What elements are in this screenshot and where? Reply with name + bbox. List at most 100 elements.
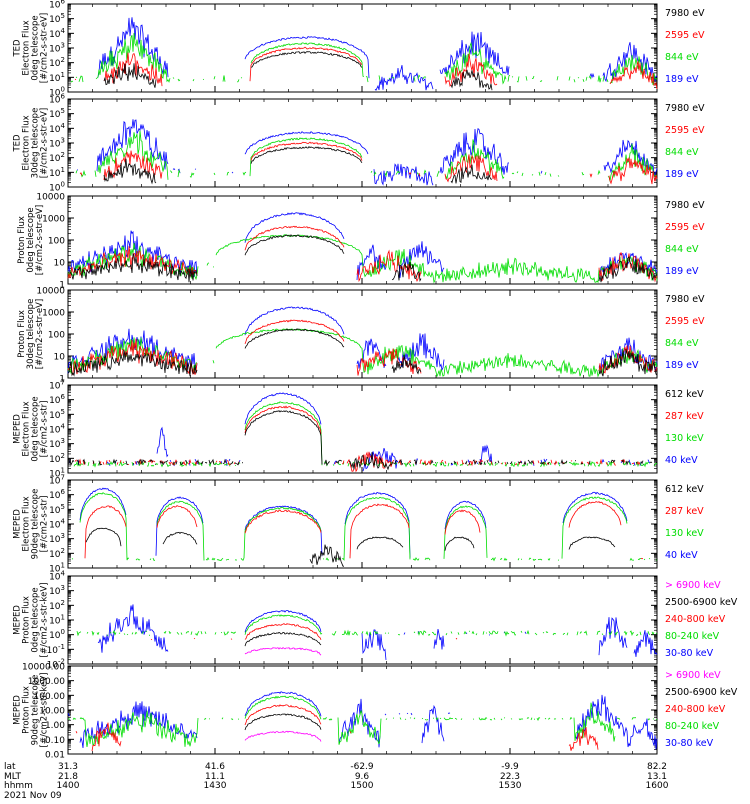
legend-entry: 612 keV [665, 389, 704, 400]
footer-mlt-value: 13.1 [647, 772, 667, 782]
y-tick-label: 100 [49, 181, 65, 194]
y-tick-exponent: -2 [58, 658, 65, 666]
trace-blue [67, 691, 658, 750]
footer-lat-value: -9.9 [501, 762, 519, 772]
y-tick-label: 104 [49, 423, 65, 436]
legend-entry: 80-240 keV [665, 631, 720, 642]
y-tick-exponent: 2 [61, 599, 65, 607]
panel-frame [67, 665, 658, 755]
y-tick-exponent: 0 [61, 181, 65, 189]
y-tick-base: 10 [49, 396, 61, 406]
y-tick-label: 106 [49, 488, 65, 501]
y-tick-label: 101 [49, 562, 65, 575]
y-tick-base: 10 [49, 573, 61, 583]
y-tick-base: 10 [47, 646, 59, 656]
legend-entry: 130 keV [665, 528, 704, 539]
y-label-line: [#/cm2-s-str-eV] [35, 205, 45, 275]
y-tick-base: 10 [49, 506, 61, 516]
trace-blue [67, 212, 658, 281]
trace-magenta [244, 730, 322, 742]
y-tick-base: 10 [49, 411, 61, 421]
y-label-line: Electron Flux [22, 20, 32, 75]
y-tick-base: 10 [49, 491, 61, 501]
y-tick-label: 0.10 [45, 736, 65, 746]
y-tick-exponent: 5 [61, 503, 65, 511]
legend-entry: 287 keV [665, 411, 704, 422]
trace-black [67, 328, 658, 377]
y-tick-base: 10 [49, 550, 61, 560]
footer-mlt-value: 22.3 [500, 772, 520, 782]
y-tick-base: 10 [49, 382, 61, 392]
y-tick-base: 10 [49, 521, 61, 531]
legend-entry: 30-80 keV [665, 648, 714, 659]
trace-green [70, 32, 658, 86]
y-tick-label: 103 [49, 437, 65, 450]
y-tick-label: 10000 [36, 287, 65, 297]
y-tick-label: 100 [49, 628, 65, 641]
y-tick-exponent: 3 [61, 137, 65, 145]
y-tick-exponent: 7 [61, 474, 65, 482]
trace-black [244, 713, 322, 731]
legend-entry: 30-80 keV [665, 738, 714, 749]
y-tick-label: 106 [49, 93, 65, 106]
y-axis-label: Proton Flux 30deg telescope [#/cm2-s-str-e… [17, 299, 45, 370]
y-tick-exponent: 2 [61, 452, 65, 460]
y-tick-exponent: 0 [61, 628, 65, 636]
y-label-line: [#/cm2-s-str-eV] [40, 13, 50, 83]
y-axis-label: MEPED Electron Flux 0deg telescope [#/cm2-s… [13, 396, 50, 461]
y-tick-label: 104 [49, 122, 65, 135]
legend-entry: 844 eV [665, 147, 699, 158]
legend-entry: 130 keV [665, 433, 704, 444]
legend-entry: 7980 eV [665, 103, 705, 114]
y-tick-base: 10 [49, 45, 61, 55]
y-tick-label: 103 [49, 584, 65, 597]
y-tick-label: 10000.00 [22, 663, 65, 673]
y-label-line: MEPED [13, 509, 23, 539]
legend-entry: 612 keV [665, 484, 704, 495]
y-tick-label: 107 [49, 379, 65, 392]
legend-entry: 2595 eV [665, 125, 705, 136]
trace-black [103, 51, 493, 91]
trace-black [67, 234, 658, 283]
y-tick-exponent: 1 [61, 467, 65, 475]
y-label-line: Proton Flux [22, 596, 32, 644]
panel-4: 1 10 100 1000 10000 Proton Flux 30deg telescop… [17, 287, 705, 385]
legend-entry: 844 eV [665, 52, 699, 63]
legend-entry: 2595 eV [665, 222, 705, 233]
y-tick-label: 102 [49, 452, 65, 465]
trace-black [244, 631, 322, 647]
y-tick-label: 0.01 [45, 751, 65, 761]
y-tick-label: 10000 [36, 193, 65, 203]
y-tick-exponent: 6 [61, 488, 66, 496]
y-label-line: MEPED [13, 695, 23, 725]
y-tick-base: 10 [49, 617, 61, 627]
legend-entry: 2595 eV [665, 316, 705, 327]
y-tick-label: 105 [49, 503, 65, 516]
trace-black [67, 410, 658, 471]
y-tick-base: 10 [49, 59, 61, 69]
y-label-line: [#/cm2-s-str] [40, 401, 50, 458]
y-axis-label: TED Electron Flux 0deg telescope [#/cm2-s-s… [13, 13, 50, 83]
y-tick-label: 1000 [42, 215, 65, 225]
panel-3: 1 10 100 1000 10000 Proton Flux 0deg telescope… [17, 193, 705, 291]
y-tick-label: 107 [49, 474, 65, 487]
y-tick-label: 105 [49, 408, 65, 421]
legend-entry: 240-800 keV [665, 704, 726, 715]
y-tick-exponent: 4 [61, 570, 66, 578]
y-tick-base: 10 [49, 30, 61, 40]
y-tick-label: 101 [49, 166, 65, 179]
y-tick-base: 10 [49, 426, 61, 436]
y-tick-label: 1 [59, 281, 65, 291]
legend-entry: 7980 eV [665, 200, 705, 211]
y-label-line: [#/cm2-s-str] [40, 496, 50, 553]
y-tick-label: 104 [49, 570, 65, 583]
y-tick-base: 10 [49, 587, 61, 597]
y-tick-label: 102 [49, 151, 65, 164]
y-label-line: 90deg telescope [31, 675, 41, 746]
y-tick-label: 100 [49, 86, 65, 99]
panel-8: 0.010.101.0010.00100.001000.0010000.00ME… [13, 663, 738, 761]
y-tick-exponent: 5 [61, 12, 65, 20]
